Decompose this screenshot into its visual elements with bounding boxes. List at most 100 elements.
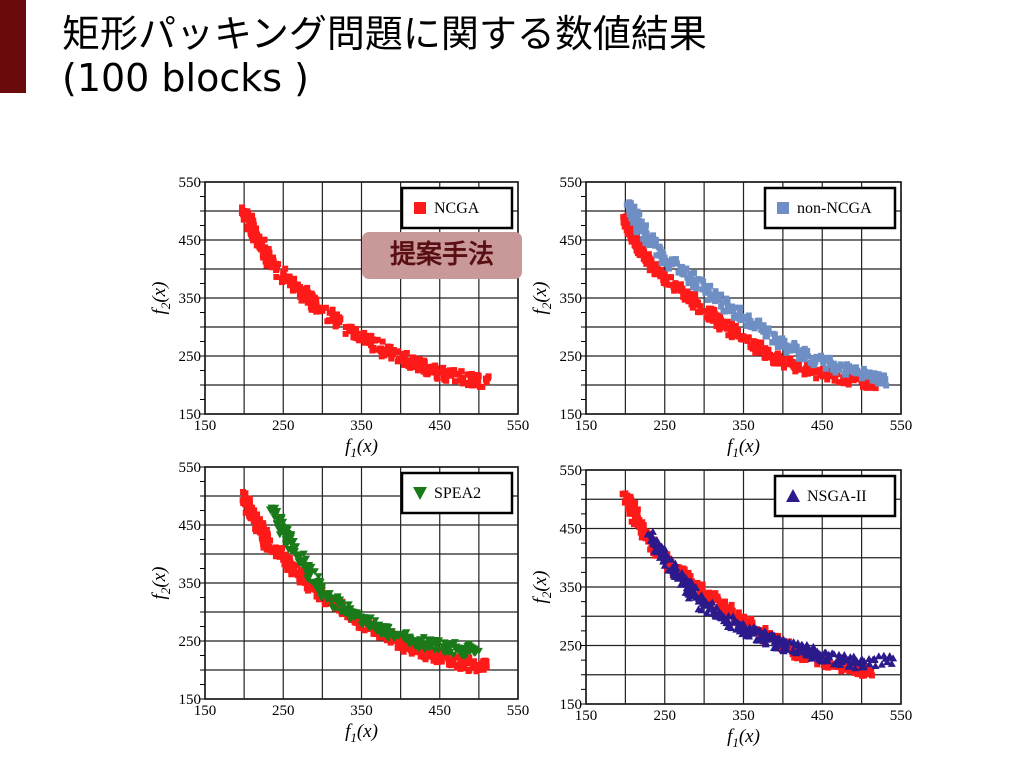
data-point-cluster: [824, 376, 831, 383]
data-point-cluster: [637, 243, 644, 250]
data-point-cluster: [265, 506, 274, 514]
data-point-cluster: [346, 325, 353, 332]
data-point-cluster: [800, 648, 809, 656]
data-point-cluster: [840, 380, 847, 387]
data-point-cluster: [634, 226, 641, 233]
data-point-cluster: [852, 364, 859, 371]
y-tick-label: 350: [560, 580, 583, 596]
data-point-cluster: [837, 361, 844, 368]
data-point-cluster: [331, 605, 340, 613]
data-point-cluster: [730, 308, 737, 315]
data-point-cluster: [677, 287, 684, 294]
data-point-cluster: [351, 612, 360, 620]
data-point-cluster: [719, 323, 726, 330]
data-point-cluster: [476, 383, 483, 390]
legend-label: NCGA: [434, 200, 480, 217]
data-point-cluster: [791, 654, 798, 661]
data-point-cluster: [685, 577, 694, 585]
data-point-cluster: [691, 295, 698, 302]
data-point-cluster: [797, 640, 806, 648]
data-point-cluster: [636, 520, 643, 527]
data-point-cluster: [681, 579, 690, 587]
data-point-cluster: [677, 284, 684, 291]
y-tick-label: 550: [179, 460, 202, 476]
data-point-cluster: [463, 380, 470, 387]
data-point: [436, 369, 443, 376]
data-point-cluster: [390, 347, 397, 354]
data-point-cluster: [283, 539, 292, 547]
x-tick-label: 450: [429, 418, 452, 434]
data-point-cluster: [253, 225, 260, 232]
data-point-cluster: [648, 527, 657, 535]
data-point-cluster: [737, 621, 746, 629]
data-point-cluster: [378, 623, 387, 631]
data-point: [354, 330, 361, 337]
data-point-cluster: [803, 366, 810, 373]
data-point-cluster: [728, 319, 735, 326]
data-point-cluster: [435, 637, 444, 645]
data-point-cluster: [724, 609, 731, 616]
legend-marker: [777, 202, 789, 214]
data-point-cluster: [264, 546, 271, 553]
data-point-cluster: [315, 596, 322, 603]
data-point-cluster: [357, 621, 366, 629]
data-point-cluster: [859, 661, 868, 669]
data-point-cluster: [859, 672, 866, 679]
data-point-cluster: [289, 287, 296, 294]
data-point-cluster: [459, 374, 466, 381]
data-point-cluster: [663, 552, 672, 560]
data-point-cluster: [626, 211, 633, 218]
data-point-cluster: [256, 529, 263, 536]
data-point-cluster: [741, 316, 748, 323]
data-point-cluster: [813, 647, 822, 655]
data-point-cluster: [716, 600, 723, 607]
data-point-cluster: [329, 307, 336, 314]
data-point-cluster: [256, 516, 263, 523]
data-point-cluster: [673, 568, 682, 576]
data-point-cluster: [322, 304, 329, 311]
data-point-cluster: [760, 326, 767, 333]
data-point-cluster: [844, 366, 851, 373]
data-point-cluster: [250, 507, 257, 514]
data-point-cluster: [432, 362, 439, 369]
data-point-cluster: [854, 376, 861, 383]
data-point-cluster: [877, 660, 886, 668]
data-point-cluster: [352, 325, 359, 332]
data-point-cluster: [433, 649, 440, 656]
data-point: [260, 532, 267, 539]
data-point-cluster: [297, 576, 304, 583]
data-point-cluster: [881, 654, 890, 662]
data-point-cluster: [263, 527, 270, 534]
data-point-cluster: [300, 557, 309, 565]
legend-label: SPEA2: [434, 485, 481, 502]
data-point-cluster: [394, 644, 401, 651]
data-point-cluster: [868, 672, 875, 679]
data-point-cluster: [466, 654, 473, 661]
data-point-cluster: [685, 280, 692, 287]
scatter-chart-nsga2: 150 250 350 450 550 150 250 350 450 550 f1(x) f2(x)…: [530, 463, 912, 750]
data-point-cluster: [731, 617, 740, 625]
data-point-cluster: [461, 664, 468, 671]
data-point-cluster: [249, 232, 256, 239]
data-point-cluster: [630, 219, 637, 226]
data-point-cluster: [400, 361, 407, 368]
data-point-cluster: [639, 223, 646, 230]
data-point-cluster: [394, 348, 401, 355]
data-point-cluster: [374, 336, 381, 343]
data-point-cluster: [459, 380, 466, 387]
data-point-cluster: [300, 286, 307, 293]
data-point-cluster: [653, 252, 660, 259]
legend-box: [763, 186, 897, 230]
data-point-cluster: [451, 367, 458, 374]
data-point-cluster: [803, 360, 810, 367]
data-point-cluster: [273, 273, 280, 280]
data-point-cluster: [831, 377, 838, 384]
data-point-cluster: [751, 325, 758, 332]
data-point-cluster: [621, 223, 628, 230]
data-point-cluster: [653, 261, 660, 268]
data-point-cluster: [434, 375, 441, 382]
data-point-cluster: [661, 270, 668, 277]
y-tick-label: 250: [179, 349, 202, 365]
data-point-cluster: [705, 601, 714, 609]
data-point-cluster: [247, 212, 254, 219]
